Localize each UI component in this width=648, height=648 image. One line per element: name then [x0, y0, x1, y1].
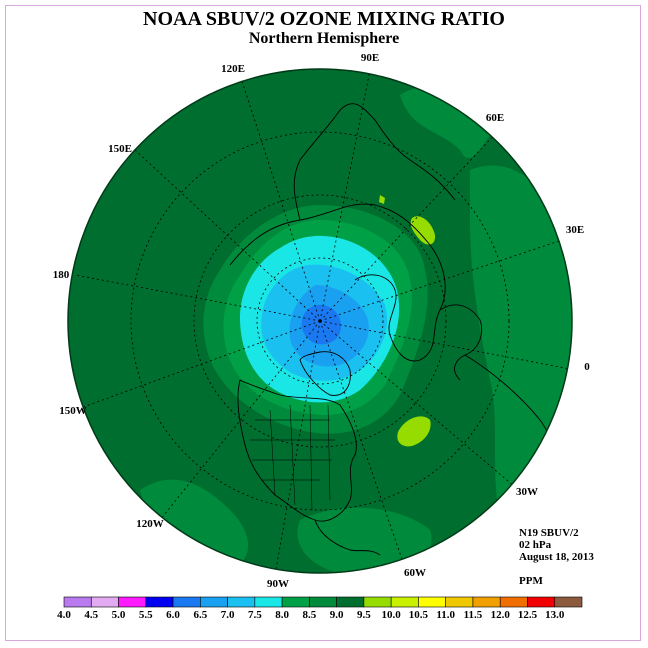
- colorbar-tick-label: 6.0: [166, 609, 180, 621]
- ozone-vortex-core: [301, 304, 342, 345]
- lon-label-90w: 90W: [267, 578, 289, 590]
- ozone-region-lower-left: [140, 479, 249, 570]
- colorbar-swatch: [172, 596, 201, 608]
- coastline-europe: [439, 304, 483, 381]
- figure-frame: [5, 5, 641, 641]
- meridian-150w: [74, 320, 321, 411]
- colorbar-swatch: [554, 596, 583, 608]
- colorbar-swatch: [254, 596, 283, 608]
- colorbar-swatch: [527, 596, 556, 608]
- colorbar-tick-label: 8.5: [302, 609, 316, 621]
- latitude-circle-50n: [193, 194, 447, 448]
- us-state-borders: [250, 404, 335, 511]
- ozone-field: [68, 69, 572, 573]
- meridian-60e: [319, 131, 498, 322]
- meridian-120e: [239, 74, 321, 322]
- colorbar-tick-label: 8.0: [275, 609, 289, 621]
- lon-label-90e: 90E: [361, 52, 379, 64]
- colorbar-tick-label: 5.0: [112, 609, 126, 621]
- colorbar-swatch: [281, 596, 310, 608]
- colorbar-swatch: [418, 596, 446, 608]
- colorbar-swatch: [118, 596, 147, 608]
- map-subtitle: Northern Hemisphere: [248, 30, 400, 47]
- lon-label-120e: 120E: [221, 63, 245, 75]
- lon-label-0: 0: [584, 361, 590, 373]
- colorbar-tick-label: 10.5: [409, 609, 429, 621]
- coastline-north-america: [237, 379, 357, 522]
- satellite-label: N19 SBUV/2: [519, 527, 579, 539]
- colorbar-swatch: [390, 596, 419, 608]
- colorbar-swatch: [63, 596, 92, 608]
- lon-label-60w: 60W: [404, 567, 426, 579]
- colorbar-swatch: [445, 596, 474, 608]
- colorbar-swatch: [336, 596, 365, 608]
- lon-label-150w: 150W: [59, 405, 87, 417]
- colorbar-tick-label: 9.5: [357, 609, 371, 621]
- meridian-0: [319, 320, 572, 371]
- lon-label-60e: 60E: [486, 112, 504, 124]
- colorbar-swatch: [200, 596, 228, 608]
- coastline-asia-east: [293, 103, 456, 221]
- colorbar: 4.0 4.5 5.0 5.5 6.0 6.5 7.0 7.5 8.0 8.5 9.0 9.5 10.0…: [57, 596, 583, 621]
- lon-label-30e: 30E: [566, 224, 584, 236]
- ozone-max-east: [410, 216, 436, 245]
- map-title: NOAA SBUV/2 OZONE MIXING RATIO: [143, 8, 505, 30]
- date-label: August 18, 2013: [519, 551, 594, 563]
- colorbar-tick-label: 7.0: [221, 609, 235, 621]
- meridian-60w: [319, 320, 406, 569]
- colorbar-swatch: [227, 596, 256, 608]
- colorbar-tick-label: 7.5: [248, 609, 262, 621]
- latitude-circle-70n: [256, 257, 384, 385]
- coastline-greenland: [299, 351, 351, 396]
- colorbar-tick-label: 9.0: [330, 609, 344, 621]
- coastline-eurasia: [229, 203, 446, 362]
- map-boundary: [67, 68, 573, 574]
- pressure-level-label: 02 hPa: [519, 539, 552, 551]
- colorbar-tick-label: 5.5: [139, 609, 153, 621]
- meridian-30e: [319, 237, 569, 322]
- lon-label-180: 180: [53, 269, 70, 281]
- lon-label-120w: 120W: [136, 518, 164, 530]
- ozone-region-bottom: [297, 507, 432, 573]
- meridian-150e: [134, 149, 321, 322]
- colorbar-tick-label: 4.5: [84, 609, 98, 621]
- colorbar-tick-label: 11.5: [464, 609, 483, 621]
- latitude-circle-30n: [130, 131, 510, 511]
- units-label: PPM: [519, 575, 543, 587]
- colorbar-swatch: [145, 596, 174, 608]
- colorbar-swatch: [90, 596, 119, 608]
- lon-label-30w: 30W: [516, 486, 538, 498]
- ozone-max-small: [379, 195, 385, 204]
- colorbar-tick-label: 12.5: [518, 609, 538, 621]
- colorbar-tick-label: 4.0: [57, 609, 71, 621]
- ozone-max-atlantic: [397, 416, 431, 447]
- colorbar-tick-label: 13.0: [545, 609, 565, 621]
- colorbar-tick-label: 6.5: [193, 609, 207, 621]
- coastline-central-america: [314, 519, 381, 556]
- colorbar-tick-label: 12.0: [491, 609, 511, 621]
- colorbar-swatch: [472, 596, 501, 608]
- lon-label-150e: 150E: [108, 143, 132, 155]
- colorbar-swatch: [363, 596, 392, 608]
- colorbar-tick-label: 10.0: [382, 609, 402, 621]
- colorbar-swatch: [309, 596, 337, 608]
- graticule: [74, 69, 572, 573]
- colorbar-tick-label: 11.0: [436, 609, 455, 621]
- colorbar-swatch: [499, 596, 528, 608]
- meridian-180: [74, 274, 321, 322]
